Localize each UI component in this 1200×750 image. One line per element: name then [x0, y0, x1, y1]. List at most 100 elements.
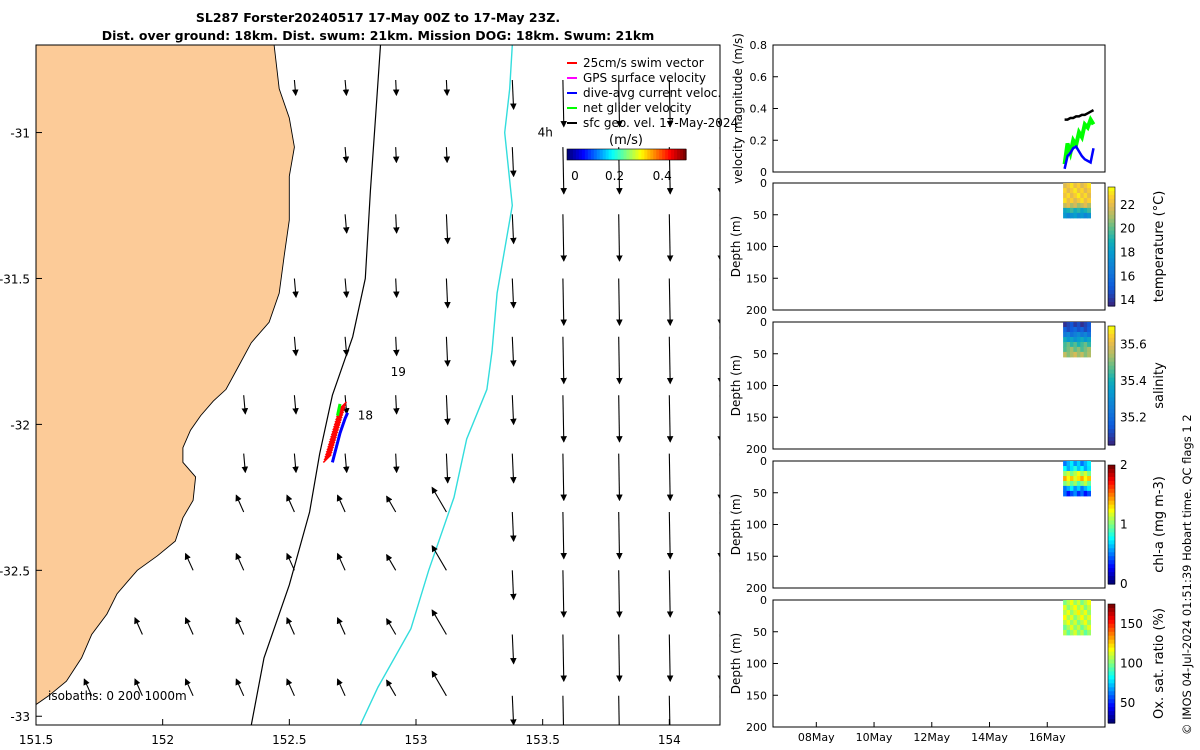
profile-cell — [1080, 600, 1085, 606]
x-tick-label: 08May — [798, 731, 835, 744]
profile-cell — [1063, 322, 1067, 328]
colorbar-cell — [665, 149, 669, 160]
colorbar-cell — [1108, 643, 1115, 649]
y-tick-label: 0 — [760, 455, 767, 468]
profile-cell — [1066, 620, 1071, 626]
profile-cell — [1063, 198, 1067, 204]
profile-cell — [1087, 466, 1091, 472]
sfc-geo-vector — [336, 678, 346, 697]
colorbar-cell — [1108, 679, 1115, 684]
colorbar-cell — [617, 149, 622, 160]
colorbar-cell — [680, 149, 684, 160]
profile-cell — [1070, 322, 1074, 328]
colorbar-cell — [1108, 397, 1115, 402]
profile-cell — [1083, 466, 1088, 472]
profile-cell — [1073, 346, 1078, 353]
colorbar-cell — [1108, 433, 1115, 438]
colorbar-cell — [1108, 667, 1115, 673]
profile-cell — [1066, 490, 1071, 497]
colorbar-cell — [1108, 488, 1115, 494]
profile-cell — [1083, 207, 1088, 214]
sfc-geo-vector — [336, 494, 346, 513]
colorbar-cell — [1108, 266, 1115, 271]
sfc-geo-vector — [510, 214, 517, 245]
colorbar-cell — [1108, 242, 1115, 248]
profile-cell — [1073, 461, 1078, 467]
profile-cell — [1080, 605, 1085, 611]
colorbar-cell — [1108, 604, 1115, 609]
profile-panel-frame — [772, 599, 1106, 728]
colorbar-cell — [1108, 437, 1115, 442]
colorbar-cell — [575, 149, 580, 160]
sfc-geo-vector — [616, 453, 623, 502]
colorbar-cell — [623, 149, 628, 160]
profile-cell — [1066, 476, 1071, 482]
colorbar-cell — [1108, 278, 1115, 283]
profile-cell — [1063, 212, 1067, 219]
colorbar-cell — [569, 149, 574, 160]
colorbar-cell — [653, 149, 657, 160]
sfc-geo-vector — [616, 511, 623, 560]
profile-cell — [1087, 351, 1091, 358]
profile-cell — [1087, 490, 1091, 497]
profile-cell — [1066, 629, 1071, 636]
colorbar-cell — [593, 149, 598, 160]
sfc-geo-vector — [510, 336, 517, 367]
colorbar-cell — [647, 149, 651, 160]
profile-cell — [1063, 615, 1067, 621]
sfc-geo-vector — [666, 511, 674, 560]
sfc-geo-vector — [444, 336, 451, 367]
sfc-geo-vector — [431, 486, 447, 513]
swim-vector — [332, 418, 342, 428]
colorbar-cell — [1108, 270, 1115, 275]
sfc-geo-vector — [342, 336, 350, 357]
profile-cell — [1083, 212, 1088, 219]
x-tick-label: 153.5 — [525, 733, 559, 747]
profile-cell — [1063, 605, 1067, 611]
colorbar-cell — [1108, 214, 1115, 220]
profile-cell — [1066, 605, 1071, 611]
colorbar-cell — [599, 149, 604, 160]
isobath-label: isobaths: 0 200 1000m — [48, 689, 187, 703]
colorbar-cell — [581, 149, 586, 160]
sfc-geo-vector — [386, 618, 397, 635]
colorbar-cell — [1108, 465, 1115, 470]
colorbar-tick-label: 2 — [1120, 458, 1128, 472]
profile-cell — [1073, 342, 1078, 348]
profile-cell — [1087, 461, 1091, 467]
colorbar-cell — [1108, 187, 1115, 192]
y-tick-label: -32 — [10, 418, 30, 432]
sfc-geo-vector — [386, 495, 397, 513]
swim-vector — [330, 426, 340, 436]
profile-panel-frame — [772, 182, 1106, 311]
colorbar-cell — [1108, 413, 1115, 418]
sfc-geo-vector — [342, 147, 350, 164]
sfc-geo-vector — [292, 395, 299, 415]
profile-cell — [1083, 620, 1088, 626]
sfc-geo-vector — [666, 453, 674, 502]
colorbar-cell — [1108, 337, 1115, 343]
legend-entry: 25cm/s swim vector — [583, 56, 704, 70]
colorbar-cell — [1108, 651, 1115, 657]
profile-cell — [1063, 600, 1067, 606]
profile-cell — [1066, 466, 1071, 472]
y-tick-label: 50 — [753, 487, 767, 500]
sfc-geo-vector — [392, 79, 400, 97]
colorbar-cell — [1108, 230, 1115, 236]
colorbar-cell — [659, 149, 663, 160]
colorbar-cell — [1108, 647, 1115, 653]
profile-cell — [1070, 342, 1074, 348]
profile-cell — [1076, 203, 1081, 209]
sfc-geo-vector — [386, 553, 397, 571]
swim-vector — [327, 438, 337, 448]
map-frame — [35, 44, 721, 726]
profile-cell — [1063, 207, 1067, 214]
sfc-geo-vector — [393, 278, 400, 299]
chart-title-line-2: Dist. over ground: 18km. Dist. swum: 21k… — [101, 28, 655, 43]
colorbar-cell — [1108, 381, 1115, 387]
profile-cell — [1083, 461, 1088, 467]
colorbar-cell — [1108, 246, 1115, 252]
y-tick-label: 200 — [746, 721, 767, 734]
profile-cell — [1080, 615, 1085, 621]
profile-cell — [1083, 188, 1088, 194]
